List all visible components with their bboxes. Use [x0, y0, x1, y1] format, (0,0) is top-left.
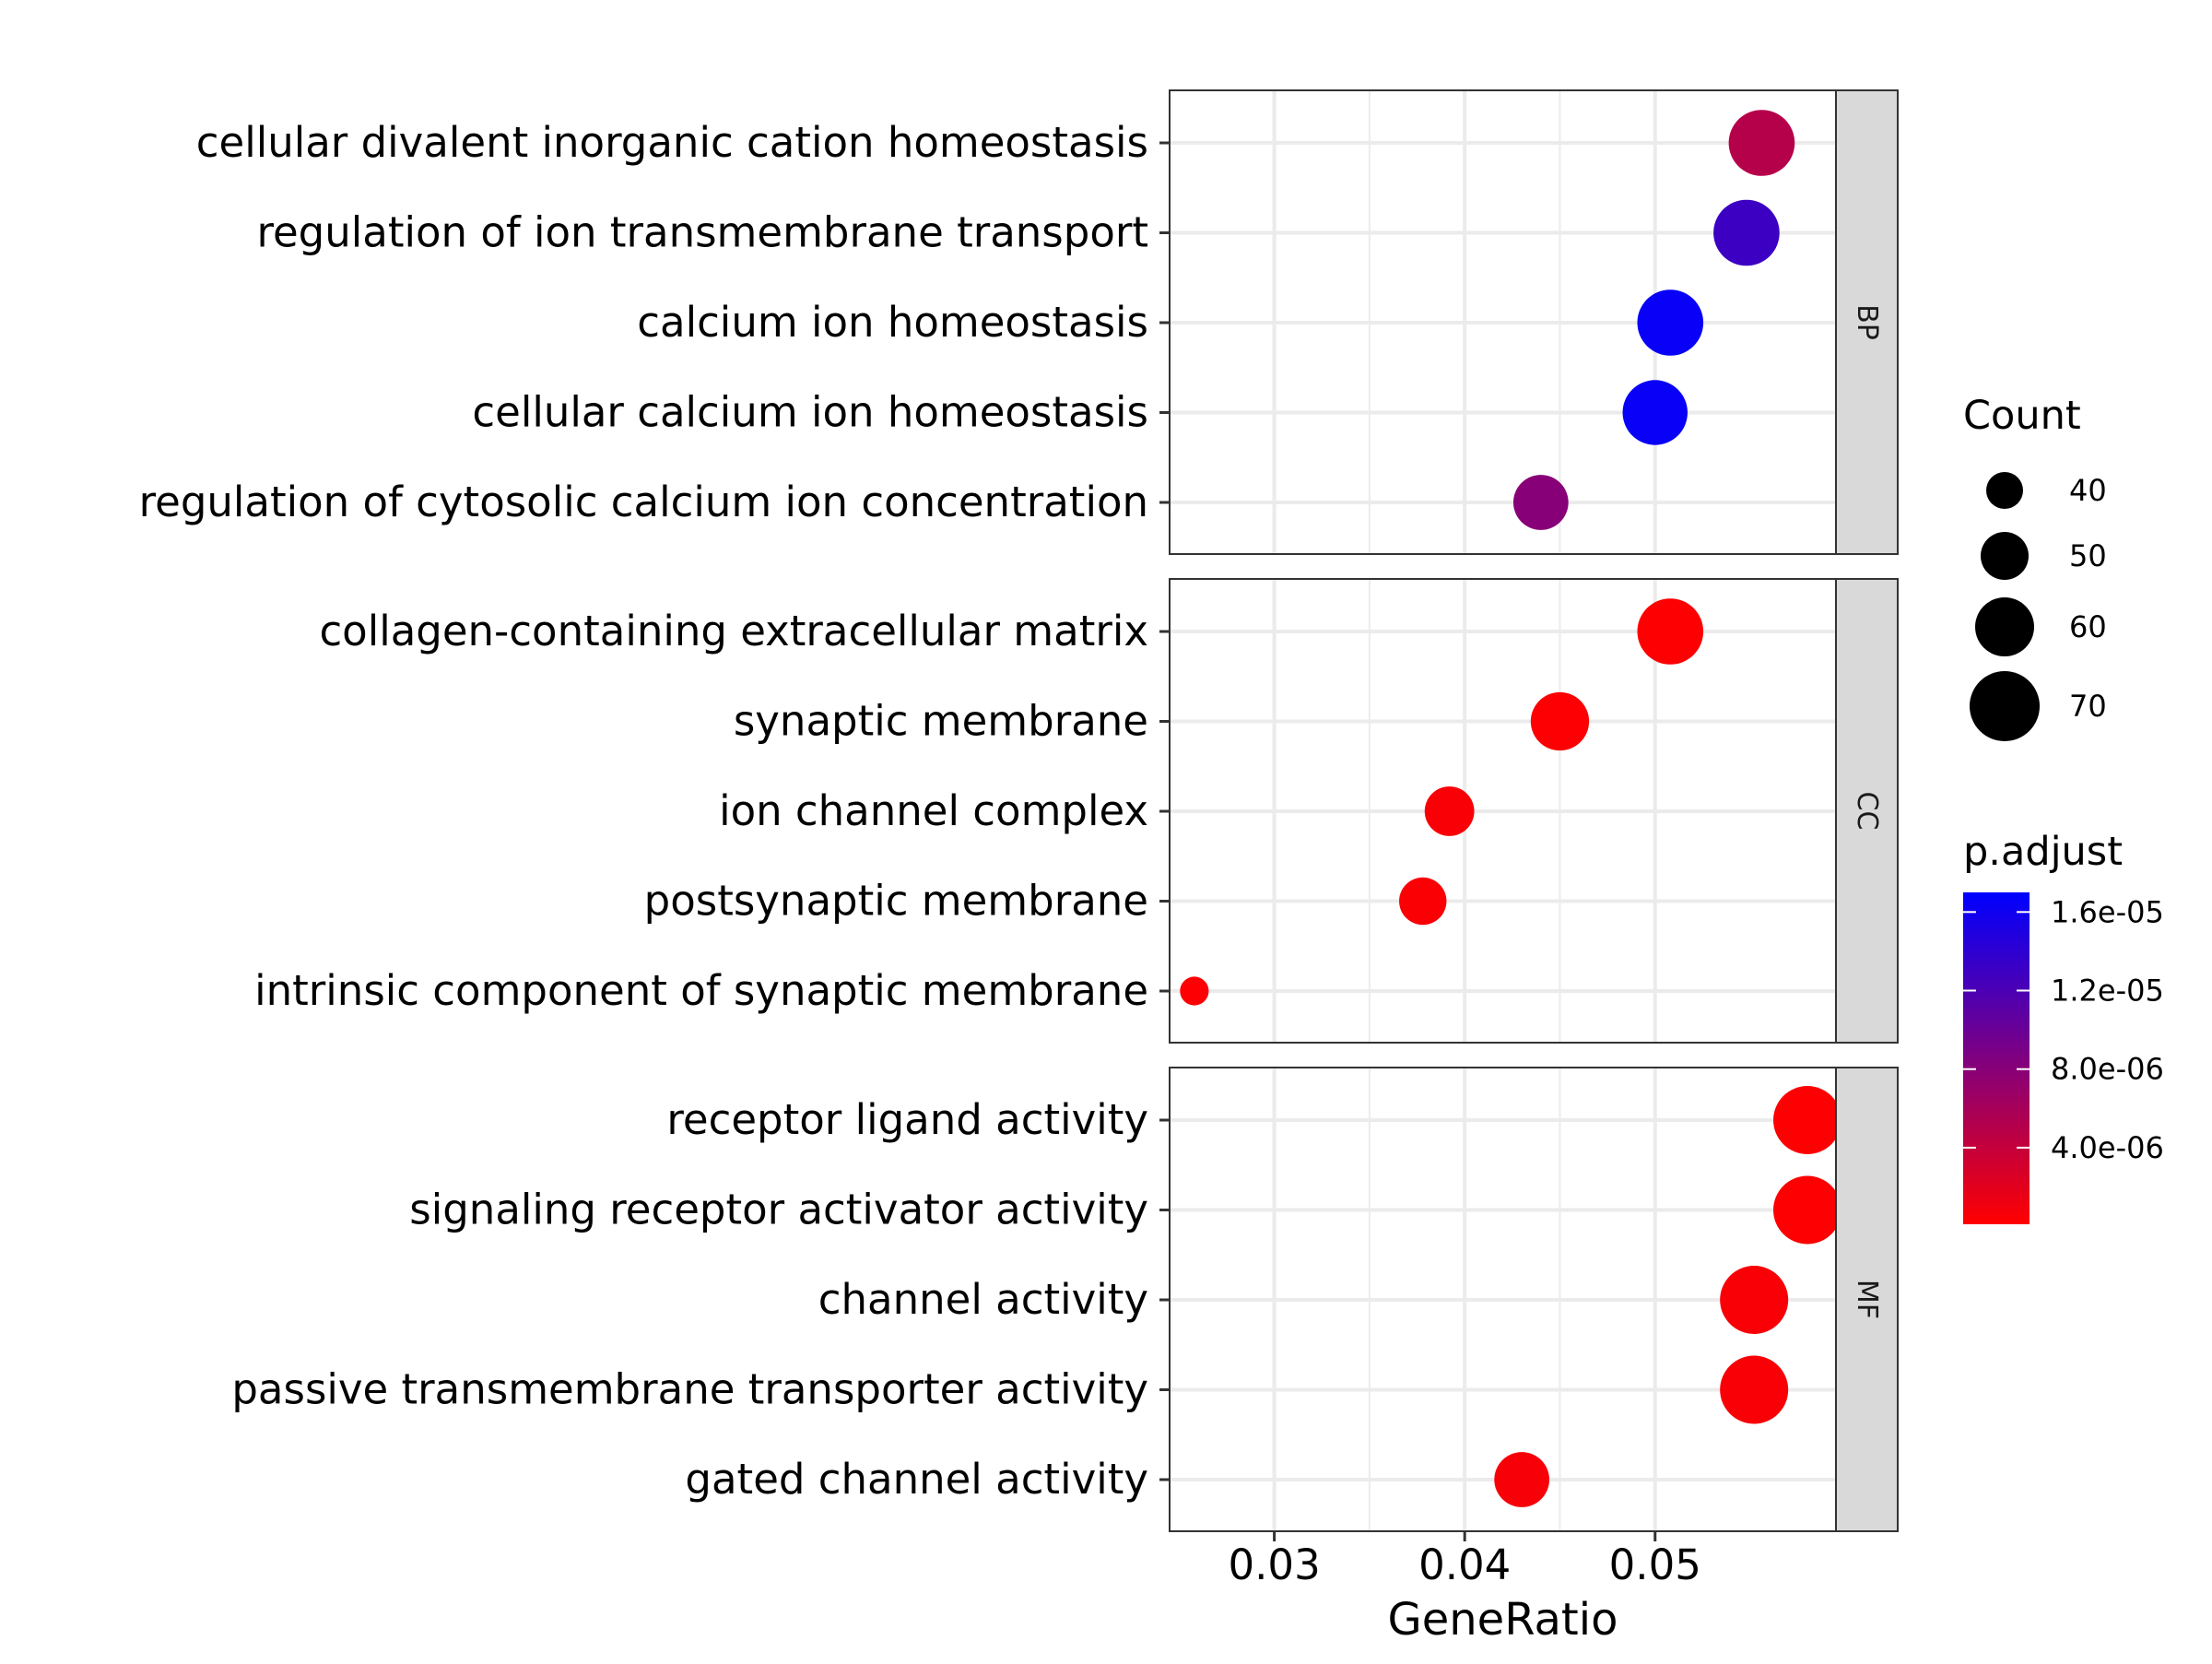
y-tick-label: passive transmembrane transporter activi… — [231, 1365, 1148, 1414]
y-tick-label: intrinsic component of synaptic membrane — [254, 966, 1148, 1015]
data-point — [1424, 786, 1475, 836]
data-point — [1637, 289, 1704, 356]
y-tick-label: cellular divalent inorganic cation homeo… — [196, 118, 1148, 167]
y-tick-label: postsynaptic membrane — [644, 877, 1148, 926]
size-legend-key — [1975, 597, 2034, 656]
size-legend-title: Count — [1963, 393, 2081, 439]
data-point — [1180, 976, 1209, 1006]
size-legend-key — [1981, 532, 2029, 580]
data-point — [1399, 877, 1447, 926]
data-point — [1512, 475, 1569, 530]
x-tick-label: 0.04 — [1418, 1540, 1511, 1589]
y-tick-label: regulation of cytosolic calcium ion conc… — [139, 478, 1148, 526]
color-legend-label: 1.2e-05 — [2051, 974, 2164, 1009]
y-tick-label: ion channel complex — [719, 786, 1148, 835]
x-tick-label: 0.03 — [1229, 1540, 1321, 1589]
y-tick-label: collagen-containing extracellular matrix — [319, 607, 1148, 655]
data-point — [1637, 598, 1704, 665]
x-tick-label: 0.05 — [1609, 1540, 1701, 1589]
color-legend-label: 8.0e-06 — [2051, 1052, 2164, 1087]
y-tick-label: channel activity — [818, 1275, 1148, 1324]
size-legend-label: 40 — [2069, 473, 2107, 508]
facet-strip — [1835, 89, 1899, 555]
size-legend-label: 50 — [2069, 538, 2107, 573]
data-point — [1773, 1175, 1842, 1245]
data-point — [1728, 110, 1795, 176]
facet-strip-label: CC — [1851, 792, 1883, 831]
y-tick-label: synaptic membrane — [734, 697, 1148, 746]
facet-strip-label: BP — [1851, 304, 1883, 340]
y-tick-label: cellular calcium ion homeostasis — [472, 388, 1148, 437]
color-legend-label: 4.0e-06 — [2051, 1130, 2164, 1165]
facet-strip — [1835, 1067, 1899, 1532]
data-point — [1530, 691, 1590, 751]
size-legend-label: 60 — [2069, 609, 2107, 644]
data-point — [1720, 1355, 1789, 1424]
data-point — [1773, 1086, 1842, 1154]
data-point — [1713, 199, 1780, 266]
size-legend-key — [1986, 472, 2023, 509]
y-tick-label: regulation of ion transmembrane transpor… — [256, 208, 1148, 257]
facet-strip — [1835, 578, 1899, 1044]
size-legend-key — [1970, 671, 2040, 741]
y-tick-label: receptor ligand activity — [666, 1095, 1148, 1144]
x-axis-title: GeneRatio — [1388, 1594, 1618, 1646]
y-tick-label: calcium ion homeostasis — [637, 298, 1148, 347]
data-point — [1494, 1452, 1550, 1507]
size-legend-label: 70 — [2069, 689, 2107, 724]
data-point — [1720, 1266, 1789, 1334]
color-legend-bar — [1963, 892, 2030, 1224]
facet-strip-label: MF — [1851, 1280, 1883, 1319]
y-tick-label: signaling receptor activator activity — [409, 1186, 1148, 1234]
color-legend-title: p.adjust — [1963, 829, 2123, 875]
y-tick-label: gated channel activity — [685, 1455, 1148, 1504]
color-legend-label: 1.6e-05 — [2051, 894, 2164, 929]
data-point — [1622, 380, 1688, 445]
